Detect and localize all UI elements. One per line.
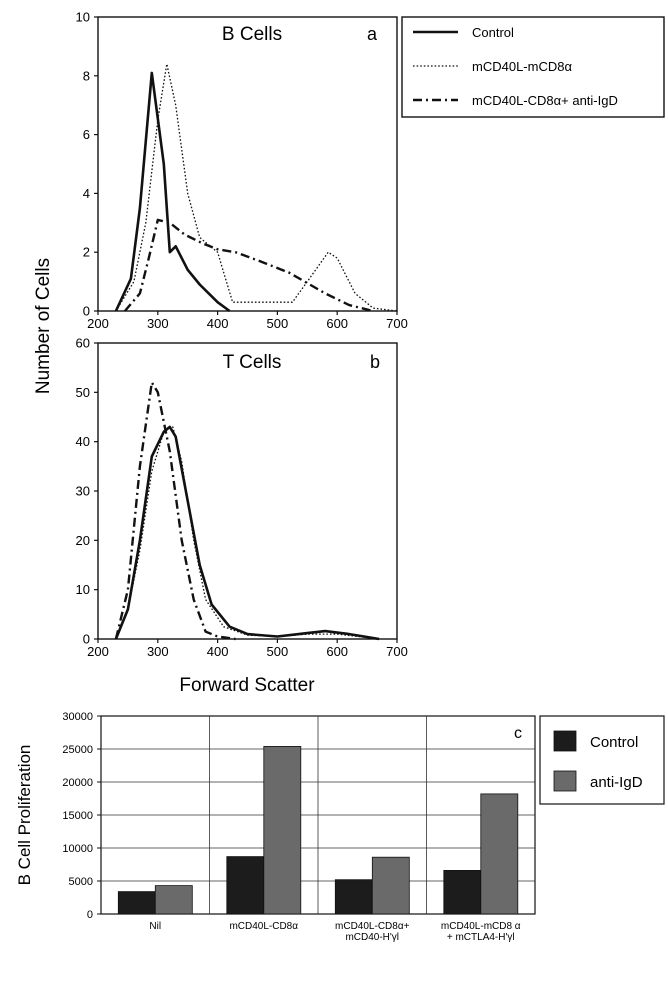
- panel-c-bars: [117, 746, 519, 915]
- panel-a-y-tick-label: 6: [83, 127, 90, 142]
- legend-c-label-control: Control: [590, 734, 638, 751]
- category-label: + mCTLA4-H'γl: [447, 932, 515, 943]
- panel-a-b-cells: B Cells a 200 300 400 500 600 700 0 2 4 6 8 10: [76, 10, 408, 332]
- panel-b-lines: [114, 381, 380, 641]
- panel-c-y-tick-label: 10000: [62, 843, 93, 855]
- shared-y-axis-label: Number of Cells: [33, 258, 54, 394]
- panel-b-x-tick-label: 700: [386, 644, 408, 659]
- panel-c-y-tick-label: 0: [87, 909, 93, 921]
- panel-b-y-tick-label: 0: [83, 632, 90, 647]
- legend-cell-types: Control mCD40L-mCD8α mCD40L-CD8α+ anti-I…: [401, 16, 665, 118]
- panel-a-x-tick-label: 200: [87, 316, 109, 331]
- panel-a-x-tick-label: 600: [326, 316, 348, 331]
- category-label: mCD40L-CD8α+: [335, 921, 410, 932]
- panel-b-t-cells: T Cells b 200 300 400 500 600 700 0 10 20 30 40 50 6…: [76, 336, 408, 660]
- panel-b-x-tick-label: 300: [147, 644, 169, 659]
- panel-b-x-tick-label: 400: [207, 644, 229, 659]
- legend-c-swatch-anti-igd: [553, 770, 577, 792]
- panel-a-y-tick-label: 0: [83, 304, 90, 319]
- panel-b-axes: 200 300 400 500 600 700 0 10 20 30 40 50 60: [76, 336, 408, 660]
- panel-c-y-tick-label: 25000: [62, 744, 93, 756]
- panel-a-series-solid: [114, 71, 231, 313]
- panel-a-x-tick-label: 300: [147, 316, 169, 331]
- panel-a-letter: a: [367, 24, 378, 44]
- bar-control: [334, 879, 373, 915]
- bar-anti-igd: [371, 856, 410, 915]
- panel-b-y-tick-label: 50: [76, 385, 90, 400]
- legend-box: [401, 16, 665, 118]
- panel-c-y-tick-label: 30000: [62, 711, 93, 723]
- panel-a-x-tick-label: 700: [386, 316, 408, 331]
- bar-control: [226, 856, 265, 915]
- panel-b-frame: [97, 342, 398, 640]
- panel-c-y-axis-label: B Cell Proliferation: [15, 745, 34, 886]
- panel-a-x-tick-label: 400: [207, 316, 229, 331]
- panel-c-letter: c: [514, 725, 522, 742]
- panel-b-y-tick-label: 60: [76, 336, 90, 351]
- panel-b-y-tick-label: 20: [76, 533, 90, 548]
- panel-b-letter: b: [370, 352, 380, 372]
- panel-a-lines: [114, 63, 398, 313]
- shared-x-axis-label: Forward Scatter: [179, 675, 315, 696]
- panel-a-y-tick-label: 10: [76, 10, 90, 25]
- legend-label-control: Control: [472, 25, 514, 40]
- panel-b-title: T Cells: [223, 352, 282, 373]
- panel-c-y-tick-label: 20000: [62, 777, 93, 789]
- panel-a-title: B Cells: [222, 24, 282, 45]
- panel-a-series-dotted: [115, 63, 398, 312]
- panel-c-proliferation: c B Cell Proliferation 0 5000 10000 15000 20…: [15, 711, 536, 943]
- panel-a-frame: [97, 16, 398, 312]
- panel-b-y-tick-label: 40: [76, 434, 90, 449]
- bar-anti-igd: [154, 885, 193, 915]
- category-label: mCD40L-mCD8 α: [441, 921, 521, 932]
- panel-b-series-solid: [114, 425, 380, 641]
- panel-b-x-tick-label: 600: [326, 644, 348, 659]
- panel-b-y-tick-label: 30: [76, 484, 90, 499]
- category-label: Nil: [149, 921, 161, 932]
- bar-control: [443, 870, 482, 915]
- category-label: mCD40L-CD8α: [229, 921, 298, 932]
- panel-a-x-tick-label: 500: [267, 316, 289, 331]
- panel-b-x-tick-label: 200: [87, 644, 109, 659]
- panel-b-series-dotted: [115, 426, 368, 640]
- panel-a-y-tick-label: 4: [83, 186, 90, 201]
- legend-treatments: Control anti-IgD: [539, 715, 665, 805]
- panel-b-series-dashdot: [114, 381, 236, 641]
- panel-c-axes: 0 5000 10000 15000 20000 25000 30000: [62, 711, 535, 921]
- panel-b-x-tick-label: 500: [267, 644, 289, 659]
- panel-a-axes: 200 300 400 500 600 700 0 2 4 6 8 10: [76, 10, 408, 332]
- legend-c-swatch-control: [553, 730, 577, 752]
- bar-anti-igd: [480, 793, 519, 915]
- panel-a-y-tick-label: 2: [83, 245, 90, 260]
- panel-b-y-tick-label: 10: [76, 582, 90, 597]
- legend-c-label-anti-igd: anti-IgD: [590, 774, 643, 791]
- bar-anti-igd: [263, 746, 302, 915]
- panel-a-series-dashdot: [123, 218, 374, 313]
- bar-control: [117, 891, 156, 915]
- legend-label-mcd40l-mcd8: mCD40L-mCD8α: [472, 59, 572, 74]
- panel-c-y-tick-label: 15000: [62, 810, 93, 822]
- panel-c-category-labels: Nil mCD40L-CD8α mCD40L-CD8α+mCD40-H'γl mCD4…: [149, 921, 520, 943]
- panel-c-y-tick-label: 5000: [69, 876, 93, 888]
- legend-label-antiigd: mCD40L-CD8α+ anti-IgD: [472, 93, 618, 108]
- panel-a-y-tick-label: 8: [83, 68, 90, 83]
- category-label: mCD40-H'γl: [345, 932, 399, 943]
